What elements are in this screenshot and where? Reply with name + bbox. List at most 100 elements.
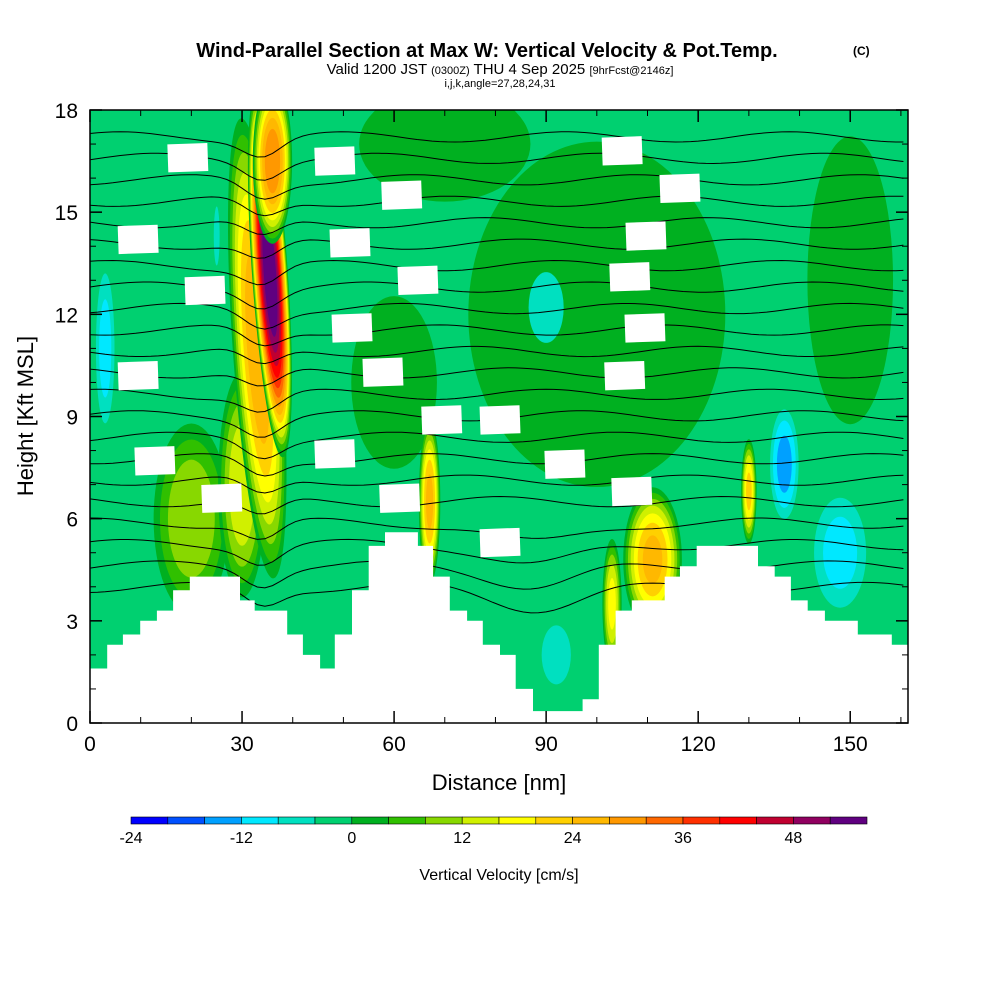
theta-label-box [167, 142, 209, 173]
colorbar-tick-label: 0 [347, 830, 356, 847]
y-tick-label: 12 [55, 304, 78, 327]
w-cell-level [425, 474, 434, 530]
theta-contour-line [90, 367, 904, 387]
theta-label [184, 275, 226, 306]
theta-contour-line [90, 238, 904, 259]
theta-label-box [331, 313, 373, 343]
colorbar-swatch [130, 816, 169, 825]
theta-label-box [624, 313, 666, 343]
theta-label-box [611, 476, 653, 507]
colorbar-swatch [167, 816, 205, 825]
theta-contour-labels [117, 136, 701, 558]
theta-label-box [601, 136, 643, 166]
w-cell-level [99, 299, 112, 398]
w-cell-level [807, 136, 894, 425]
chart-title: Wind-Parallel Section at Max W: Vertical… [196, 40, 777, 62]
theta-label [604, 360, 646, 391]
colorbar-swatch [241, 816, 279, 825]
colorbar-tick-label: -24 [119, 830, 142, 847]
terrain [90, 532, 908, 723]
theta-contour-line [90, 345, 904, 365]
theta-label [421, 405, 463, 435]
theta-label [379, 483, 421, 513]
theta-contour-line [90, 131, 904, 158]
theta-label [609, 262, 651, 292]
colorbar-swatch [535, 816, 573, 825]
theta-label-box [362, 357, 404, 387]
colorbar-swatch [277, 816, 316, 825]
theta-label [611, 476, 653, 507]
colorbar-swatch [572, 816, 610, 825]
theta-label [117, 224, 159, 255]
theta-label-box [314, 439, 356, 469]
w-cell-level [264, 231, 275, 316]
theta-label [397, 265, 439, 295]
colorbar-label: Vertical Velocity [cm/s] [419, 867, 578, 884]
theta-label [134, 446, 176, 476]
theta-label-box [397, 265, 439, 295]
theta-label [479, 527, 521, 558]
theta-contour-line [90, 259, 904, 286]
theta-label-box [184, 275, 226, 306]
theta-contour-line [90, 302, 904, 330]
w-cell-level [528, 272, 564, 343]
copyright-mark: (C) [853, 44, 870, 58]
x-axis-label: Distance [nm] [432, 770, 567, 795]
x-tick-label: 120 [681, 733, 716, 756]
theta-label [201, 483, 243, 513]
w-cell-level [823, 516, 858, 589]
w-cell-level [541, 625, 571, 685]
theta-label [167, 142, 209, 173]
theta-contour-line [90, 324, 904, 347]
axes: 0 30 60 90 120 150 0 3 6 9 12 15 18 [55, 100, 908, 756]
x-tick-label: 90 [534, 733, 557, 756]
colorbar-tick-label: -12 [230, 830, 253, 847]
theta-label [314, 146, 356, 176]
theta-contour-line [90, 538, 904, 566]
x-tick-label: 150 [833, 733, 868, 756]
theta-label-box [201, 483, 243, 513]
colorbar: -24 -12 0 12 24 36 48 [119, 816, 868, 847]
theta-label-box [479, 527, 521, 558]
colorbar-swatch [204, 816, 242, 825]
chart-subtitle: Valid 1200 JST (0300Z) THU 4 Sep 2025 [9… [327, 61, 674, 78]
colorbar-tick-label: 36 [674, 830, 692, 847]
y-tick-label: 9 [66, 407, 78, 430]
x-tick-label: 0 [84, 733, 96, 756]
w-cell-level [359, 110, 531, 202]
y-tick-label: 18 [55, 100, 78, 123]
colorbar-swatch [829, 816, 868, 825]
theta-label-box [659, 173, 701, 204]
theta-contour-line [90, 474, 904, 494]
theta-label-box [604, 360, 646, 391]
theta-label-box [421, 405, 463, 435]
theta-label-box [117, 224, 159, 255]
theta-contour-line [90, 152, 904, 181]
theta-contour-line [90, 388, 904, 413]
colorbar-tick-label: 24 [564, 830, 582, 847]
w-cell-level [608, 578, 616, 630]
theta-label-box [609, 262, 651, 292]
colorbar-swatch [645, 816, 684, 825]
colorbar-swatch [609, 816, 647, 825]
theta-label [331, 313, 373, 343]
terrain-profile [90, 532, 908, 723]
colorbar-swatch [461, 816, 500, 825]
w-cell-level [746, 472, 752, 511]
colorbar-tick-label: 12 [453, 830, 471, 847]
vertical-velocity-field [90, 110, 908, 723]
chart-subtitle-indices: i,j,k,angle=27,28,24,31 [444, 78, 555, 90]
theta-label-box [479, 405, 521, 435]
colorbar-swatch [682, 816, 721, 825]
w-cell-level [245, 252, 270, 444]
theta-label [314, 439, 356, 469]
theta-label-box [117, 360, 159, 391]
theta-contour-line [90, 174, 904, 200]
x-tick-label: 30 [230, 733, 253, 756]
y-tick-label: 3 [66, 611, 78, 634]
theta-label [479, 405, 521, 435]
theta-label [381, 180, 423, 210]
theta-label [544, 449, 586, 479]
theta-label [117, 360, 159, 391]
